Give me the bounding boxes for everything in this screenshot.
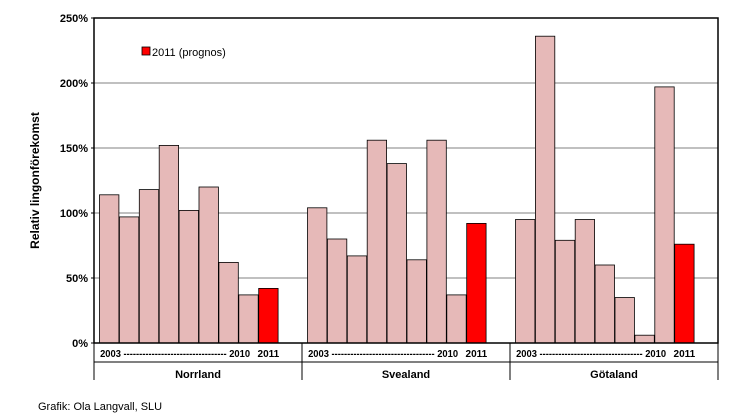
bar-forecast <box>674 243 695 344</box>
y-tick-label: 200% <box>60 78 88 90</box>
y-tick-label: 0% <box>72 338 88 350</box>
bar <box>426 139 447 344</box>
bar <box>614 297 635 344</box>
x-year-range-label: 2003 --------------------------------- 2… <box>100 349 250 360</box>
bar <box>346 255 368 344</box>
plot-area-frame <box>93 17 719 344</box>
bar <box>366 139 388 344</box>
bar <box>178 209 199 344</box>
bar <box>406 259 427 344</box>
bar <box>99 194 120 344</box>
y-tick-label: 100% <box>60 208 88 220</box>
x-year-range-label: 2003 --------------------------------- 2… <box>308 349 458 360</box>
bar <box>138 189 160 344</box>
bar <box>326 238 348 344</box>
bars <box>99 35 695 344</box>
bar <box>515 219 536 344</box>
y-tick-label: 150% <box>60 143 88 155</box>
bar <box>634 334 655 344</box>
legend-label: 2011 (prognos) <box>152 47 226 59</box>
x-group-label: Svealand <box>382 369 430 381</box>
bar <box>654 86 675 344</box>
bar <box>307 207 328 344</box>
legend: 2011 (prognos) <box>141 46 226 59</box>
bar <box>574 219 596 344</box>
bar <box>554 239 576 344</box>
credit-text: Grafik: Ola Langvall, SLU <box>38 401 163 413</box>
y-axis-label: Relativ lingonförekomst <box>28 112 42 249</box>
y-tick-label: 50% <box>66 273 88 285</box>
bar <box>119 216 140 344</box>
bar <box>198 186 219 344</box>
x-forecast-year-label: 2011 <box>674 349 696 360</box>
bar <box>218 261 239 344</box>
x-year-range-label: 2003 --------------------------------- 2… <box>516 349 666 360</box>
x-group-label: Norrland <box>175 369 221 381</box>
bar <box>158 144 179 344</box>
bar-forecast <box>258 287 279 344</box>
x-group-label: Götaland <box>590 369 638 381</box>
y-tick-labels: 0% 50% 100% 150% 200% 250% <box>60 13 94 350</box>
bar <box>386 163 407 344</box>
bar <box>535 35 556 344</box>
legend-swatch <box>141 46 151 56</box>
x-axis: 2003 --------------------------------- 2… <box>93 343 719 381</box>
x-forecast-year-label: 2011 <box>258 349 280 360</box>
x-forecast-year-label: 2011 <box>466 349 488 360</box>
bar <box>446 294 467 344</box>
y-tick-label: 250% <box>60 13 88 25</box>
bar <box>594 264 615 344</box>
bar-forecast <box>466 222 487 344</box>
bar <box>238 294 259 344</box>
